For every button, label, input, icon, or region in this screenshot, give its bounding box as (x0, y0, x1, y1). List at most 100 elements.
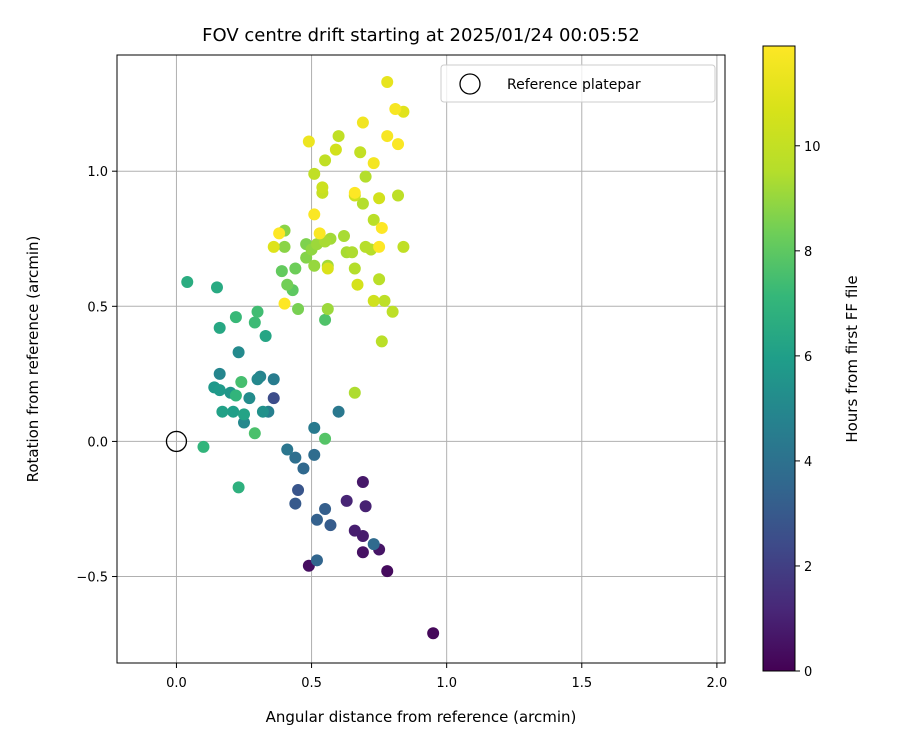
data-point (346, 246, 359, 259)
data-point (367, 157, 380, 170)
x-tick-label: 1.5 (571, 676, 592, 691)
legend: Reference platepar (440, 64, 716, 103)
data-point (310, 554, 323, 567)
data-point (308, 421, 321, 434)
data-point (375, 335, 388, 348)
data-point (373, 273, 386, 286)
data-point (251, 373, 264, 386)
data-point (278, 297, 291, 310)
colorbar-tick-label: 8 (804, 245, 812, 260)
data-point (319, 502, 332, 515)
data-point (332, 405, 345, 418)
data-point (297, 462, 310, 475)
data-point (356, 197, 369, 210)
data-point (213, 384, 226, 397)
data-point (308, 448, 321, 461)
x-axis-ticks: 0.0 0.5 1.0 1.5 2.0 (166, 663, 727, 691)
data-point (302, 135, 315, 148)
data-point (232, 346, 245, 359)
data-point (356, 475, 369, 488)
data-point (248, 427, 261, 440)
data-point (340, 494, 353, 507)
data-point (238, 408, 251, 421)
data-point (373, 192, 386, 205)
data-point (232, 481, 245, 494)
data-point (381, 76, 394, 89)
data-point (321, 303, 334, 316)
data-point (251, 305, 264, 318)
data-point (392, 189, 405, 202)
legend-reference-marker (459, 73, 481, 95)
data-point (267, 373, 280, 386)
data-point (256, 405, 269, 418)
colorbar-tick-label: 2 (804, 560, 812, 575)
colorbar-ticks: 0 2 4 6 8 10 (795, 140, 821, 680)
data-point (348, 386, 361, 399)
data-point (427, 627, 440, 640)
data-point (348, 262, 361, 275)
colorbar (762, 45, 796, 672)
reference-platepar-marker (165, 430, 188, 453)
data-point (359, 170, 372, 183)
data-point (308, 167, 321, 180)
data-point (243, 392, 256, 405)
x-tick-label: 2.0 (707, 676, 728, 691)
data-points (165, 76, 440, 640)
data-point (319, 313, 332, 326)
data-point (281, 278, 294, 291)
data-point (367, 294, 380, 307)
data-point (289, 497, 302, 510)
data-point (381, 130, 394, 143)
data-point (378, 294, 391, 307)
data-point (351, 278, 364, 291)
data-point (235, 375, 248, 388)
data-point (210, 281, 223, 294)
colorbar-label: Hours from first FF file (843, 275, 861, 442)
data-point (367, 538, 380, 551)
grid (117, 55, 725, 663)
colorbar-tick-label: 0 (804, 665, 812, 680)
x-tick-label: 0.0 (166, 676, 187, 691)
data-point (392, 138, 405, 151)
data-point (310, 513, 323, 526)
legend-box (440, 64, 716, 103)
data-point (367, 213, 380, 226)
legend-reference-label: Reference platepar (507, 77, 641, 93)
data-point (316, 181, 329, 194)
data-point (216, 405, 229, 418)
x-tick-label: 1.0 (436, 676, 457, 691)
y-tick-label: −0.5 (76, 571, 108, 586)
chart-title: FOV centre drift starting at 2025/01/24 … (202, 25, 640, 46)
data-point (332, 130, 345, 143)
data-point (292, 484, 305, 497)
data-point (281, 443, 294, 456)
data-point (313, 227, 326, 240)
data-point (354, 146, 367, 159)
data-point (275, 265, 288, 278)
data-point (348, 524, 361, 537)
y-axis-ticks: −0.5 0.0 0.5 1.0 (76, 165, 117, 586)
data-point (321, 262, 334, 275)
data-point (213, 367, 226, 380)
plot-frame (116, 54, 726, 664)
data-point (278, 240, 291, 253)
data-point (308, 208, 321, 221)
data-point (356, 546, 369, 559)
data-point (319, 432, 332, 445)
data-point (259, 330, 272, 343)
y-axis-label: Rotation from reference (arcmin) (24, 236, 42, 483)
data-point (375, 221, 388, 234)
data-point (289, 451, 302, 464)
data-point (227, 405, 240, 418)
data-point (181, 275, 194, 288)
data-point (324, 519, 337, 532)
y-tick-label: 0.0 (87, 435, 108, 450)
colorbar-tick-label: 10 (804, 140, 821, 155)
data-point (319, 154, 332, 167)
colorbar-tick-label: 6 (804, 350, 812, 365)
data-point (267, 392, 280, 405)
data-point (373, 240, 386, 253)
data-point (289, 262, 302, 275)
